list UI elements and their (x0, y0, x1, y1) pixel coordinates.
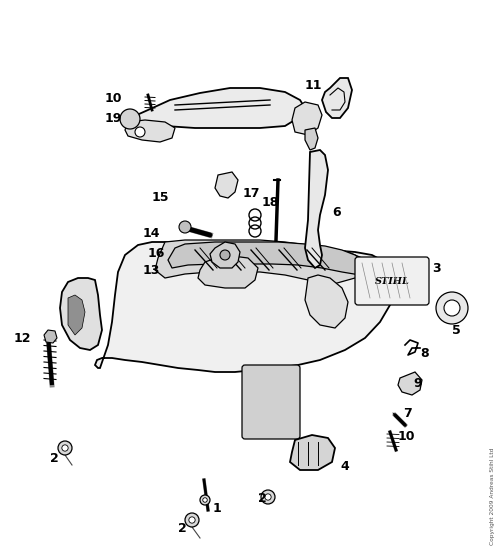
Polygon shape (198, 255, 258, 288)
Text: 2: 2 (258, 492, 267, 504)
Polygon shape (60, 278, 102, 350)
Text: 2: 2 (178, 522, 187, 534)
Text: 14: 14 (143, 226, 160, 240)
Polygon shape (292, 102, 322, 135)
Circle shape (179, 221, 191, 233)
Polygon shape (322, 78, 352, 118)
Text: 2: 2 (50, 451, 59, 464)
Text: 7: 7 (403, 406, 411, 419)
Text: 1: 1 (213, 502, 222, 514)
Polygon shape (210, 242, 240, 268)
Polygon shape (215, 172, 238, 198)
FancyBboxPatch shape (355, 257, 429, 305)
Circle shape (120, 109, 140, 129)
Text: 6: 6 (332, 206, 340, 219)
Circle shape (203, 498, 207, 502)
Polygon shape (305, 150, 328, 268)
Text: 5: 5 (452, 324, 460, 336)
Polygon shape (155, 240, 372, 285)
Text: 8: 8 (420, 346, 428, 360)
Text: 12: 12 (14, 331, 32, 345)
Text: 9: 9 (413, 376, 422, 390)
Text: 10: 10 (105, 92, 122, 105)
Text: 10: 10 (398, 429, 415, 443)
Circle shape (444, 300, 460, 316)
Text: Copyright 2009 Andreas Stihl Ltd: Copyright 2009 Andreas Stihl Ltd (490, 448, 495, 545)
Circle shape (265, 494, 271, 500)
Circle shape (436, 292, 468, 324)
Circle shape (185, 513, 199, 527)
Polygon shape (398, 372, 422, 395)
Text: 13: 13 (143, 264, 160, 276)
Polygon shape (305, 128, 318, 150)
Polygon shape (125, 120, 175, 142)
Polygon shape (305, 275, 348, 328)
Text: 18: 18 (262, 196, 280, 208)
Circle shape (62, 445, 68, 451)
FancyBboxPatch shape (242, 365, 300, 439)
Text: 19: 19 (105, 112, 122, 125)
Polygon shape (68, 295, 85, 335)
Circle shape (200, 495, 210, 505)
Text: 15: 15 (152, 191, 170, 203)
Polygon shape (168, 242, 372, 275)
Circle shape (220, 250, 230, 260)
Polygon shape (290, 435, 335, 470)
Polygon shape (44, 330, 57, 343)
Text: 11: 11 (305, 78, 322, 92)
Text: 3: 3 (432, 261, 440, 275)
Circle shape (58, 441, 72, 455)
Circle shape (189, 517, 195, 523)
Circle shape (261, 490, 275, 504)
Circle shape (135, 127, 145, 137)
Polygon shape (95, 242, 395, 372)
Text: 16: 16 (148, 246, 166, 260)
Polygon shape (125, 88, 305, 128)
Text: 17: 17 (243, 186, 260, 200)
Text: STIHL: STIHL (374, 276, 410, 285)
Text: 4: 4 (340, 459, 349, 473)
